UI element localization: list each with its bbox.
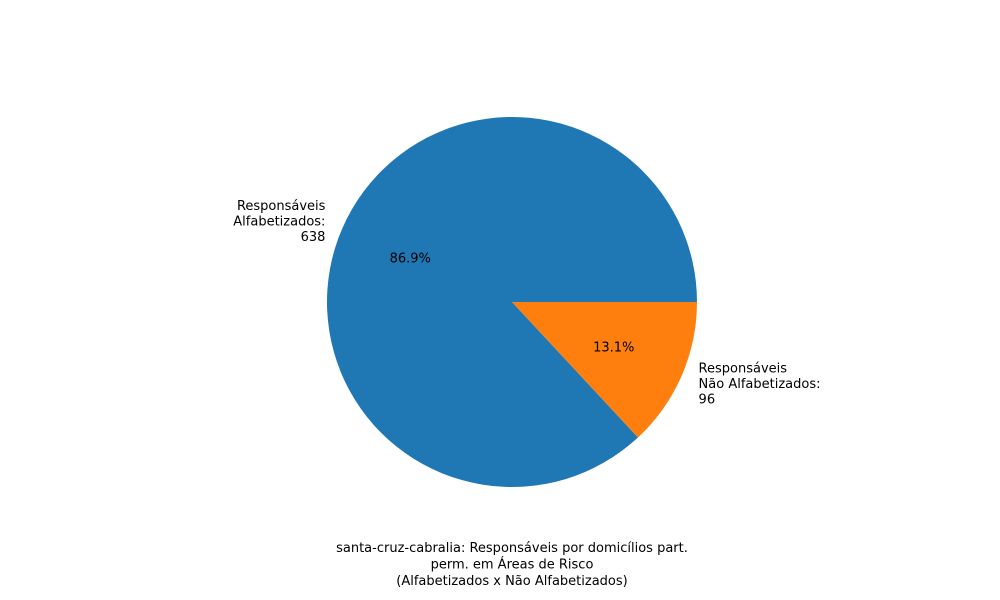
slice-label-line: 96 xyxy=(699,392,716,407)
slice-label-line: Responsáveis xyxy=(237,199,326,214)
slice-labels: Responsáveis Alfabetizados: 638Responsávei… xyxy=(233,199,820,408)
pie-slice-1 xyxy=(326,117,697,488)
pie-slices xyxy=(326,117,697,488)
pie-slice-2 xyxy=(512,302,697,438)
slice-label-line: Responsáveis xyxy=(699,361,788,376)
chart-title-line: (Alfabetizados x Não Alfabetizados) xyxy=(396,574,627,589)
slice-label-2: Responsáveis Não Alfabetizados: 96 xyxy=(699,361,821,407)
percent-label-1: 86.9% xyxy=(390,252,431,267)
chart-title-line: perm. em Áreas de Risco xyxy=(431,557,594,573)
slice-label-line: Alfabetizados: xyxy=(233,214,325,229)
slice-label-line: 638 xyxy=(301,230,326,245)
slice-label-line: Não Alfabetizados: xyxy=(699,377,821,392)
chart-title: santa-cruz-cabralia: Responsáveis por do… xyxy=(336,541,688,589)
percent-label-2: 13.1% xyxy=(593,340,634,355)
chart-title-line: santa-cruz-cabralia: Responsáveis por do… xyxy=(336,541,688,556)
slice-label-1: Responsáveis Alfabetizados: 638 xyxy=(233,199,325,245)
percent-labels: 86.9% 13.1% xyxy=(390,252,635,356)
